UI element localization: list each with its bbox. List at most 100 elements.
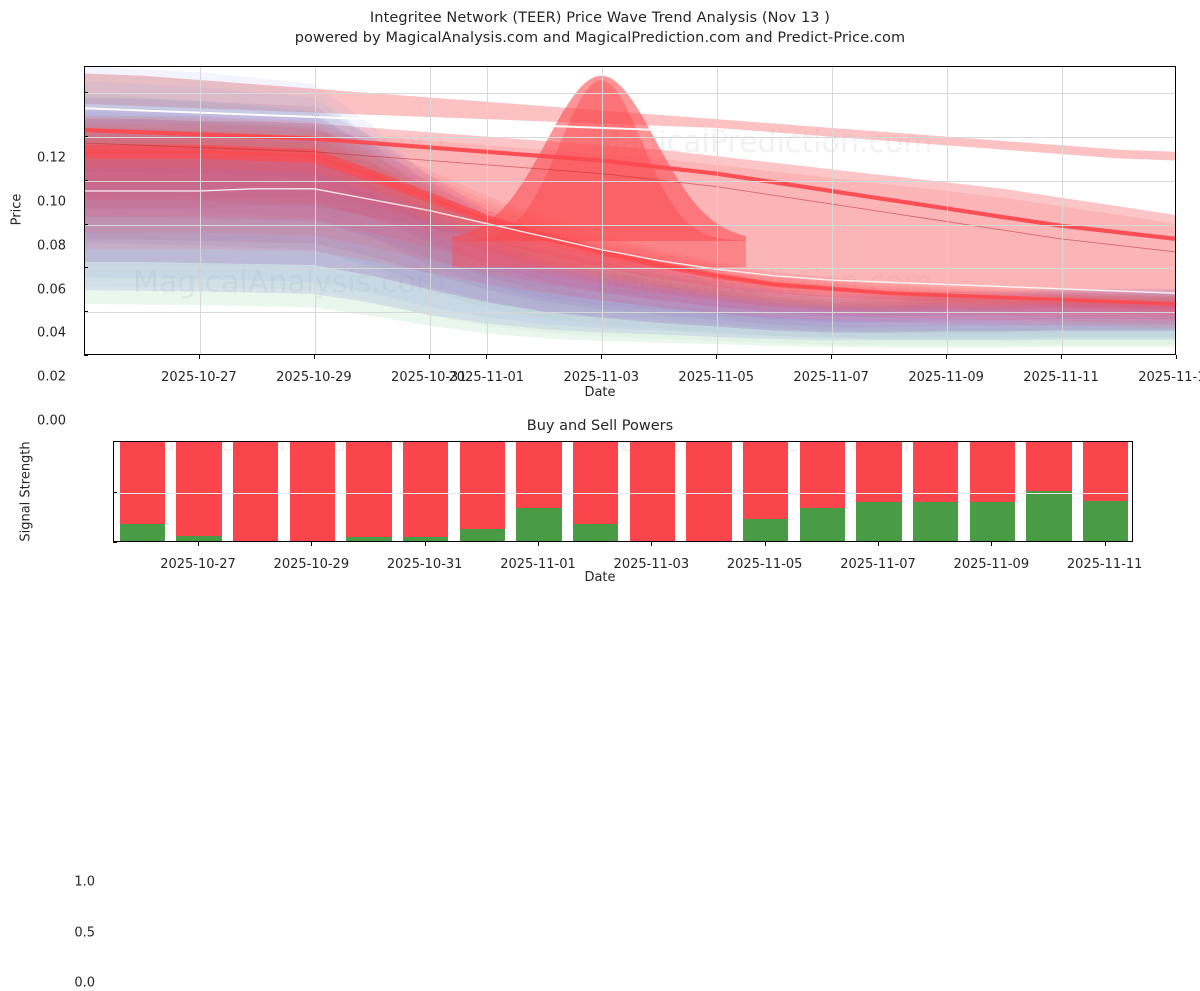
price-gridline-h [85,224,1175,226]
orange-fan-band [85,137,1175,310]
price-gridline-h [85,268,1175,270]
page-subtitle: powered by MagicalAnalysis.com and Magic… [294,30,906,46]
purple-fan-band [85,149,1175,312]
price-x-tick-label: 2025-10-27 [161,370,237,385]
price-y-tick-label: 0.04 [37,325,66,341]
power-bar[interactable] [686,442,732,541]
price-gridline-v [314,67,316,354]
red-core-fan-band [85,144,1175,312]
price-x-tick-label: 2025-10-31 [391,370,467,385]
power-bar[interactable] [459,442,505,541]
price-band-layer [85,67,1175,348]
price-y-tick-label: 0.08 [37,238,66,254]
power-bar-buy-segment [176,535,222,541]
power-bar[interactable] [799,442,845,541]
power-bar[interactable] [289,442,335,541]
price-y-tickmarks [84,66,90,356]
price-x-tick-label: 2025-11-01 [448,370,525,385]
page-title: Integritee Network (TEER) Price Wave Tre… [369,10,831,26]
price-x-tickmark [1176,355,1177,359]
power-bar[interactable] [403,442,449,541]
orange-fan-band [85,116,1175,306]
power-bar[interactable] [1083,442,1129,541]
power-x-tick-label: 2025-10-31 [386,557,463,572]
purple-fan-band [85,129,1175,322]
power-bar-buy-segment [856,501,902,541]
power-bar[interactable] [516,442,562,541]
power-chart-title: Buy and Sell Powers [526,418,674,434]
power-bar[interactable] [629,442,675,541]
power-bar[interactable] [913,442,959,541]
price-x-tickmark [831,355,833,359]
price-y-tickmark [84,223,88,225]
price-gridline-v [429,67,431,354]
power-x-tick-label: 2025-11-11 [1066,557,1143,572]
power-bar[interactable] [1026,442,1072,541]
power-x-tick-label: 2025-11-05 [726,557,803,572]
power-y-axis-labels: 0.0 0.5 1.0 [0,441,105,991]
price-y-tickmark [84,355,88,356]
price-y-tickmark [84,311,88,313]
power-bar[interactable] [233,442,279,541]
power-x-tickmark [764,542,766,546]
price-y-tickmark [84,179,88,181]
chart-title-block: Integritee Network (TEER) Price Wave Tre… [0,8,1200,48]
red-core-fan-band [85,151,1175,308]
price-x-tick-label: 2025-11-09 [908,370,984,385]
power-bar-buy-segment [1083,500,1129,541]
price-x-tickmark [601,355,603,359]
price-gridline-h [85,93,1175,95]
power-bar-buy-segment [119,523,165,541]
power-x-tick-label: 2025-11-03 [613,557,690,572]
price-chart-plot-area: MagicalAnalysis.com MagicalPrediction.co… [84,66,1176,355]
price-x-axis-labels: 2025-10-27 2025-10-29 2025-10-31 2025-11-01… [0,362,1200,385]
price-y-tickmark [84,92,88,94]
power-bar-buy-segment [799,507,845,541]
blue-fan-band [85,67,1175,341]
price-x-tickmark [716,355,718,359]
power-y-tick-label: 0.5 [74,925,95,940]
power-bar[interactable] [176,442,222,541]
price-x-tick-label: 2025-11-05 [678,370,754,385]
red-trend-line [85,127,1175,241]
power-x-tickmark [651,542,653,546]
power-y-tick-label: 1.0 [74,874,95,890]
price-y-tick-label: 0.00 [37,413,66,429]
power-x-tickmark [538,542,539,546]
power-bar[interactable] [573,442,619,541]
power-x-tickmark [198,542,199,546]
power-bar-buy-segment [403,536,449,541]
price-x-tick-label: 2025-11-03 [563,370,640,385]
price-y-tick-label: 0.10 [37,194,66,210]
price-x-tickmark [428,355,430,359]
purple-fan-band [85,139,1175,317]
power-bar[interactable] [969,442,1015,541]
thin-red-line [85,142,1175,253]
power-x-axis-labels: 2025-10-27 2025-10-29 2025-10-31 2025-11-01… [0,549,1200,572]
red-core-fan-band [85,130,1175,320]
power-gridline-h [114,492,1132,494]
power-bar[interactable] [856,442,902,541]
power-bar-buy-segment [516,507,562,541]
power-bar[interactable] [119,442,165,541]
power-bar-buy-segment [969,501,1015,541]
power-y-tickmark [113,491,117,493]
price-x-tickmarks [84,355,1177,361]
power-x-tick-label: 2025-11-01 [500,557,576,572]
price-y-tickmark [84,267,88,269]
price-y-axis-title: Price [9,193,25,226]
price-gridline-v [602,67,604,354]
price-x-tick-label: 2025-11-07 [793,370,869,385]
green-fan-band [85,93,1175,348]
blue-fan-band [85,140,1175,316]
power-bar-buy-segment [573,523,619,541]
price-gridline-v [487,67,489,354]
white-separator-upper [85,107,1175,166]
price-gridline-v [947,67,949,354]
power-bar-buy-segment [346,536,392,541]
price-gridline-h [85,137,1175,139]
price-x-axis-title: Date [584,385,616,400]
power-bar[interactable] [346,442,392,541]
power-bar[interactable] [743,442,789,541]
figure-root: Integritee Network (TEER) Price Wave Tre… [0,8,1200,991]
